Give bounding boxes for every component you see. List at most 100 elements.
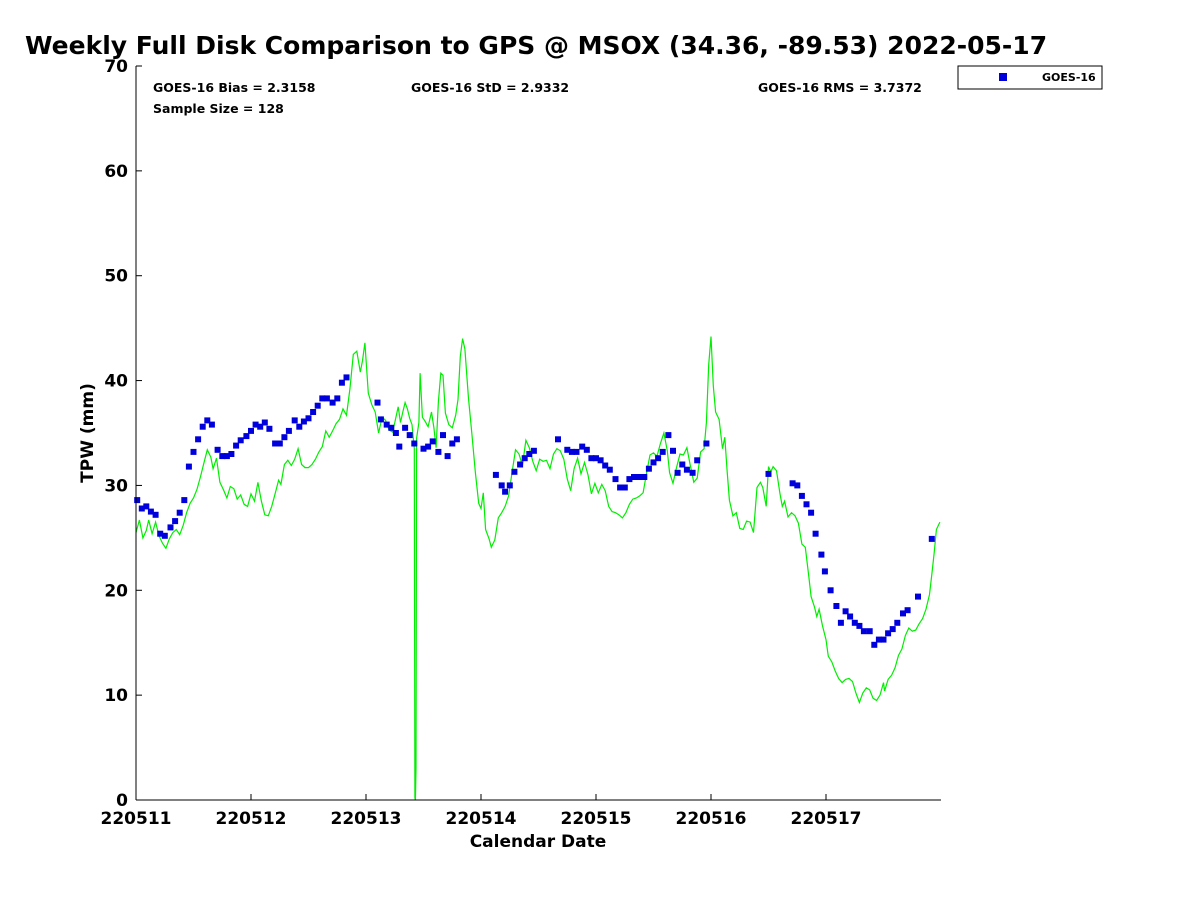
x-tick-label: 220515 — [561, 809, 632, 829]
goes-marker — [138, 505, 145, 512]
goes-marker — [300, 418, 307, 425]
goes-marker — [851, 619, 858, 626]
goes-marker — [181, 497, 188, 504]
goes-marker — [683, 466, 690, 473]
goes-marker — [617, 484, 624, 491]
goes-marker — [219, 453, 226, 460]
goes-marker — [190, 448, 197, 455]
goes-marker — [406, 432, 413, 439]
goes-marker — [411, 440, 418, 447]
goes-marker — [674, 469, 681, 476]
goes-marker — [429, 438, 436, 445]
goes-marker — [597, 457, 604, 464]
goes-marker — [402, 424, 409, 431]
goes-marker — [789, 480, 796, 487]
goes-marker — [276, 440, 283, 447]
goes-marker — [555, 436, 561, 443]
x-tick-label: 220516 — [676, 809, 747, 829]
goes-marker — [588, 455, 595, 462]
goes-marker — [808, 509, 815, 516]
rms-stat: GOES-16 RMS = 3.7372 — [758, 80, 922, 95]
goes-marker — [880, 636, 887, 643]
goes-marker — [319, 395, 326, 402]
goes-marker — [517, 461, 524, 468]
goes-marker — [875, 636, 882, 643]
x-axis-label: Calendar Date — [470, 832, 607, 852]
goes-marker — [904, 607, 911, 614]
goes-marker — [645, 465, 652, 472]
goes-marker — [573, 448, 580, 455]
goes-marker — [856, 622, 863, 629]
goes-marker — [521, 455, 528, 462]
goes-marker — [343, 374, 350, 381]
goes-marker — [679, 461, 686, 468]
x-tick-label: 220513 — [331, 809, 402, 829]
goes-marker — [329, 399, 336, 406]
goes-marker — [383, 421, 390, 428]
x-tick-label: 220514 — [446, 809, 517, 829]
goes-marker — [223, 453, 230, 460]
goes-marker — [502, 488, 509, 495]
goes-marker — [866, 628, 873, 635]
goes-marker — [291, 417, 298, 424]
goes-marker — [314, 402, 321, 409]
chart-title: Weekly Full Disk Comparison to GPS @ MSO… — [25, 31, 1047, 60]
goes-marker — [134, 497, 141, 504]
goes-marker — [812, 530, 819, 537]
goes-marker — [272, 440, 279, 447]
goes-marker — [157, 530, 164, 537]
goes-marker — [765, 470, 772, 477]
gps-line — [135, 336, 941, 801]
goes-marker — [602, 462, 609, 469]
goes-marker — [900, 610, 906, 617]
goes-marker — [377, 416, 384, 423]
goes-marker — [833, 603, 840, 609]
goes-marker — [172, 518, 179, 525]
goes-marker — [243, 433, 250, 440]
legend: GOES-16 — [957, 65, 1103, 90]
goes-marker — [449, 440, 456, 447]
goes-marker — [252, 421, 259, 428]
goes-marker — [842, 608, 849, 615]
goes-marker — [915, 593, 921, 600]
goes-marker — [655, 455, 662, 462]
goes-marker — [143, 503, 150, 510]
goes-marker — [498, 482, 505, 489]
y-axis-label: TPW (mm) — [78, 383, 98, 483]
goes-marker — [161, 532, 168, 539]
goes-marker — [928, 535, 935, 542]
goes-marker — [798, 492, 805, 499]
goes-marker — [338, 379, 345, 386]
goes-marker — [889, 626, 896, 633]
y-tick-label: 60 — [104, 162, 128, 182]
goes-marker — [626, 476, 633, 483]
goes-marker — [204, 417, 211, 424]
goes-marker — [195, 436, 202, 443]
goes-marker — [374, 399, 381, 406]
goes-marker — [703, 440, 710, 447]
goes-marker — [530, 447, 537, 454]
goes-marker — [818, 551, 825, 558]
goes-marker — [670, 447, 676, 454]
goes-marker — [894, 619, 901, 626]
goes-marker — [635, 474, 642, 480]
goes-marker — [631, 474, 637, 480]
goes-marker — [665, 432, 672, 439]
goes-marker — [885, 630, 892, 637]
goes-marker — [821, 568, 828, 575]
goes-marker — [285, 427, 292, 434]
goes-marker — [492, 471, 499, 478]
goes-marker — [237, 437, 244, 444]
goes-series — [134, 374, 935, 648]
goes-marker — [310, 409, 317, 415]
y-tick-label: 0 — [116, 791, 128, 811]
goes-marker — [564, 446, 571, 453]
goes-marker — [526, 451, 533, 457]
goes-marker — [694, 457, 701, 464]
goes-marker — [506, 482, 513, 489]
goes-marker — [176, 509, 183, 516]
goes-marker — [860, 628, 867, 635]
goes-marker — [621, 484, 628, 491]
goes-marker — [583, 446, 590, 453]
goes-marker — [444, 453, 451, 460]
